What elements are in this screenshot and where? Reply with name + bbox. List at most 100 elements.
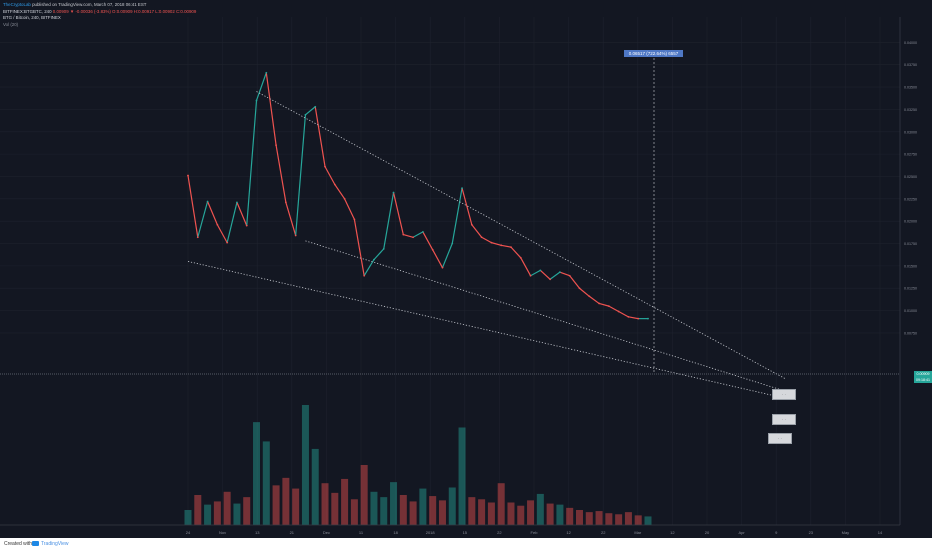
volume-bar: [585, 512, 593, 525]
price-point: [461, 187, 463, 189]
x-tick-label: 18: [393, 530, 398, 535]
note-box[interactable]: · ·: [772, 389, 796, 400]
price-segment: [246, 100, 258, 226]
volume-bar: [615, 514, 623, 525]
price-point: [500, 244, 503, 247]
price-point: [519, 256, 522, 259]
note-box[interactable]: · ·: [768, 433, 792, 444]
trendline: [256, 91, 786, 379]
volume-bar: [409, 501, 417, 525]
trendline: [305, 240, 786, 392]
volume-bar: [517, 505, 525, 525]
price-segment: [403, 234, 414, 238]
price-point: [431, 248, 434, 251]
price-point: [392, 191, 395, 194]
price-segment: [383, 192, 395, 249]
price-point: [245, 224, 248, 227]
x-tick-label: Nov: [219, 530, 226, 535]
price-series: [187, 71, 649, 320]
volume-bar: [253, 422, 261, 525]
volume-legend: Vol (20): [3, 21, 19, 27]
price-point: [373, 258, 375, 261]
volume-bar: [624, 512, 632, 525]
price-point: [568, 274, 571, 277]
volume-bar: [243, 497, 251, 525]
x-tick-label: 21: [290, 530, 295, 535]
x-tick-label: 23: [809, 530, 814, 535]
price-point: [529, 274, 532, 277]
measure-label: 0.06517 (722.64%) 6557: [624, 50, 683, 57]
x-tick-label: 22: [497, 530, 502, 535]
price-segment: [422, 231, 434, 251]
price-segment: [295, 114, 307, 236]
x-tick-label: 22: [601, 530, 606, 535]
ohlc-values: 0.00909 ▼ -0.00036 (-3.83%) O:0.00909 H:…: [52, 8, 197, 14]
volume-bar: [575, 510, 583, 525]
footer-created: Created with: [4, 541, 33, 547]
price-segment: [412, 231, 424, 238]
price-point: [421, 231, 424, 233]
last-price-time: 09:18:41: [914, 377, 932, 383]
price-segment: [569, 275, 580, 289]
note-box[interactable]: · ·: [772, 414, 796, 425]
volume-bar: [399, 495, 407, 525]
price-segment: [471, 224, 483, 238]
price-segment: [305, 106, 316, 116]
price-segment: [392, 192, 404, 235]
price-point: [578, 287, 581, 290]
price-segment: [539, 269, 551, 280]
y-tick-label: 0.03250: [904, 108, 917, 112]
y-tick-label: 0.00750: [904, 331, 917, 335]
volume-bar: [536, 493, 544, 525]
price-point: [343, 197, 346, 200]
price-point: [353, 218, 356, 221]
price-segment: [197, 201, 209, 238]
y-tick-label: 0.01250: [904, 287, 917, 291]
price-segment: [559, 271, 570, 277]
price-segment: [187, 175, 199, 238]
author-name[interactable]: TheCryptoLab: [3, 2, 31, 7]
x-tick-label: 20: [705, 530, 710, 535]
price-point: [412, 236, 415, 239]
x-tick-label: 12: [566, 530, 571, 535]
price-segment: [628, 316, 639, 320]
x-tick-label: 11: [359, 530, 364, 535]
volume-bar: [184, 510, 192, 525]
price-point: [196, 236, 199, 239]
price-segment: [501, 244, 512, 248]
volume-bar: [487, 502, 495, 525]
volume-bar: [556, 504, 564, 525]
price-segment: [314, 106, 326, 167]
tradingview-logo-icon: [32, 541, 39, 546]
price-point: [441, 266, 444, 269]
x-tick-label: 14: [878, 530, 883, 535]
axes: 0.04000 0.03750 0.03500 0.03250 0.03000 0.027…: [0, 17, 917, 535]
price-segment: [618, 310, 629, 318]
volume-bar: [527, 500, 535, 525]
x-tick-label: Feb: [531, 530, 539, 535]
price-segment: [334, 184, 346, 200]
volume-bar: [292, 488, 300, 525]
price-segment: [461, 187, 473, 225]
x-tick-label: 15: [463, 530, 468, 535]
last-price-tag: 0.00909: [914, 371, 932, 377]
volume-bar: [262, 441, 270, 525]
y-tick-label: 0.03500: [904, 86, 917, 90]
price-segment: [491, 242, 502, 246]
price-point: [470, 223, 473, 226]
price-point: [510, 246, 512, 249]
price-segment: [324, 166, 336, 185]
price-point: [275, 144, 277, 147]
volume-bar: [370, 491, 378, 525]
footer-brand[interactable]: TradingView: [41, 541, 69, 547]
price-point: [490, 241, 493, 244]
volume-bar: [429, 496, 437, 525]
price-point: [314, 105, 317, 108]
price-segment: [275, 145, 287, 203]
x-tick-label: 13: [255, 530, 260, 535]
x-tick-label: May: [842, 530, 850, 535]
y-tick-label: 0.04000: [904, 41, 917, 45]
volume-bars: [184, 405, 652, 525]
price-segment: [598, 302, 610, 307]
